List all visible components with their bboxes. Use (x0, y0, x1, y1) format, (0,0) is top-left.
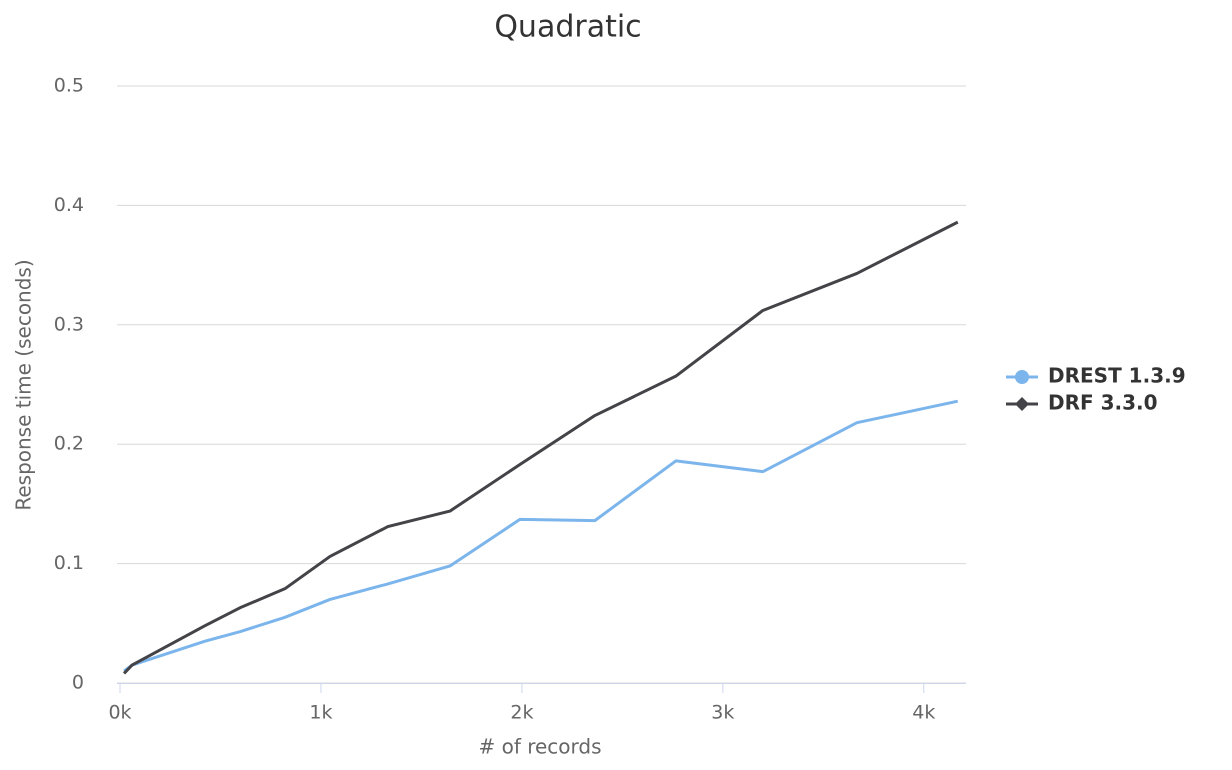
y-tick-label: 0.3 (54, 313, 84, 335)
legend-marker (1015, 370, 1029, 384)
legend-label: DRF 3.3.0 (1048, 391, 1158, 415)
x-tick-label: 3k (711, 702, 734, 724)
y-axis-label: Response time (seconds) (12, 259, 36, 510)
series-line (123, 399, 959, 673)
y-tick-label: 0 (72, 672, 84, 694)
x-tick-label: 2k (510, 702, 533, 724)
legend-marker (1015, 397, 1029, 411)
y-tick-label: 0.4 (54, 194, 84, 216)
y-tick-label: 0.1 (54, 552, 84, 574)
x-tick-label: 1k (309, 702, 332, 724)
x-axis-label: # of records (478, 735, 601, 759)
chart-title: Quadratic (494, 10, 641, 45)
series-line (122, 220, 959, 675)
x-tick-label: 0k (108, 702, 131, 724)
legend-label: DREST 1.3.9 (1048, 364, 1186, 388)
y-tick-label: 0.5 (54, 75, 84, 97)
x-tick-label: 4k (912, 702, 935, 724)
y-tick-label: 0.2 (54, 433, 84, 455)
